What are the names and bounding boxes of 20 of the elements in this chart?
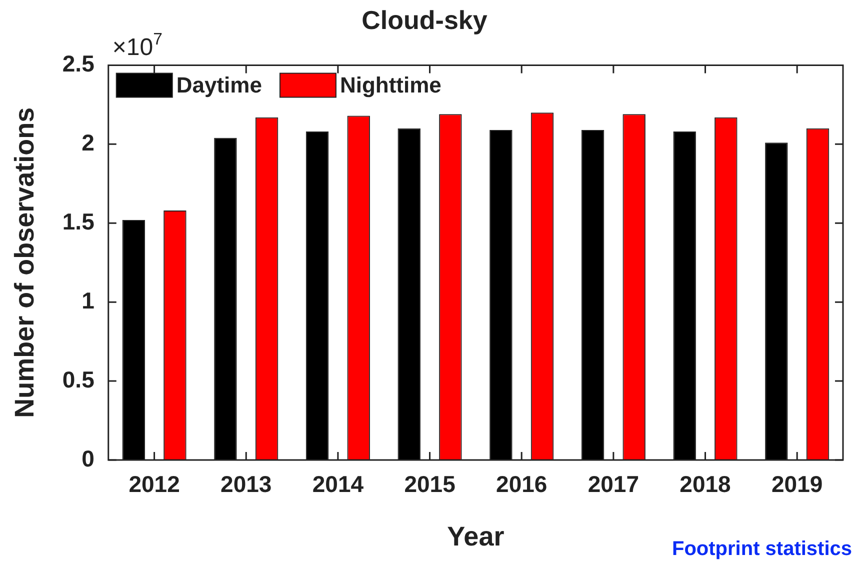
y-tick-label: 1.5 bbox=[62, 208, 95, 234]
y-tick-label: 0 bbox=[82, 445, 94, 472]
x-tick-label: 2018 bbox=[680, 471, 732, 498]
y-tick-label: 2 bbox=[82, 130, 94, 156]
text: Footprint statistics bbox=[672, 538, 852, 560]
x-tick-label: 2019 bbox=[772, 471, 823, 498]
legend-label: Nighttime bbox=[340, 72, 442, 98]
x-tick-label: 2013 bbox=[220, 471, 272, 498]
x-tick-label: 2014 bbox=[312, 471, 364, 498]
y-tick-label: 0.5 bbox=[62, 366, 95, 392]
x-tick-label: 2016 bbox=[496, 471, 548, 498]
x-axis-title: Year bbox=[447, 521, 505, 552]
x-tick-label: 2015 bbox=[404, 471, 456, 498]
y-tick-label: 2.5 bbox=[62, 50, 95, 77]
x-tick-label: 2017 bbox=[588, 471, 640, 498]
legend-label: Daytime bbox=[176, 72, 262, 98]
chart-title: Cloud-sky bbox=[362, 4, 488, 35]
y-axis-title: Number of observations bbox=[10, 107, 40, 418]
x-tick-label: 2012 bbox=[128, 471, 180, 498]
y-tick-label: 1 bbox=[82, 287, 95, 314]
